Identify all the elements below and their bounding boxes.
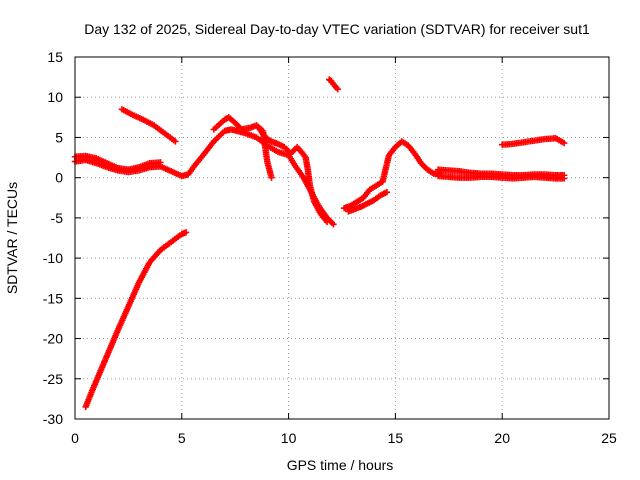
y-tick-label: -30 bbox=[43, 411, 63, 427]
x-tick-label: 20 bbox=[494, 430, 510, 446]
data-point bbox=[172, 138, 179, 145]
series-upper-track-early bbox=[71, 152, 164, 173]
y-tick-label: -25 bbox=[43, 371, 63, 387]
data-point bbox=[334, 85, 341, 93]
series-main-track bbox=[71, 126, 337, 228]
x-tick-label: 15 bbox=[388, 430, 404, 446]
data-point bbox=[560, 139, 568, 147]
series-late-upper-segment bbox=[499, 135, 568, 148]
grid bbox=[75, 57, 609, 419]
series-recovery-12-5-17h bbox=[340, 138, 444, 212]
data-point bbox=[330, 221, 337, 228]
data-points bbox=[71, 76, 568, 411]
series-isolated-segment bbox=[325, 76, 341, 93]
x-tick-labels: 0 5 10 15 20 25 bbox=[71, 430, 617, 446]
data-point bbox=[383, 188, 391, 196]
y-tick-label: -15 bbox=[43, 290, 63, 306]
y-tick-label: -10 bbox=[43, 250, 63, 266]
x-tick-label: 0 bbox=[71, 430, 79, 446]
data-point bbox=[182, 229, 190, 236]
data-point bbox=[157, 159, 164, 166]
series-rising-arc bbox=[82, 229, 190, 411]
y-tick-label: -20 bbox=[43, 331, 63, 347]
series-late-flat-band-lower bbox=[434, 172, 568, 182]
y-tick-label: 5 bbox=[55, 129, 63, 145]
x-axis-label: GPS time / hours bbox=[287, 457, 394, 473]
y-tick-label: 10 bbox=[47, 89, 63, 105]
x-tick-label: 10 bbox=[281, 430, 297, 446]
y-tick-label: 0 bbox=[55, 170, 63, 186]
axis-ticks bbox=[74, 56, 610, 420]
data-point bbox=[268, 174, 275, 181]
series-spikes-8-11h bbox=[255, 124, 331, 226]
x-tick-label: 5 bbox=[178, 430, 186, 446]
y-tick-label: -5 bbox=[51, 210, 64, 226]
series-lower-recovery bbox=[345, 188, 391, 215]
data-point bbox=[323, 218, 331, 226]
series-second-hump bbox=[210, 114, 275, 181]
plot-frame bbox=[74, 56, 610, 420]
x-tick-label: 25 bbox=[601, 430, 617, 446]
y-axis-label: SDTVAR / TECUs bbox=[4, 182, 20, 294]
y-tick-label: 15 bbox=[47, 49, 63, 65]
y-tick-labels: -30 -25 -20 -15 -10 -5 0 5 10 15 bbox=[43, 49, 63, 427]
series-descending-arc bbox=[118, 106, 179, 145]
data-point bbox=[560, 175, 568, 182]
chart-title: Day 132 of 2025, Sidereal Day-to-day VTE… bbox=[84, 21, 590, 37]
